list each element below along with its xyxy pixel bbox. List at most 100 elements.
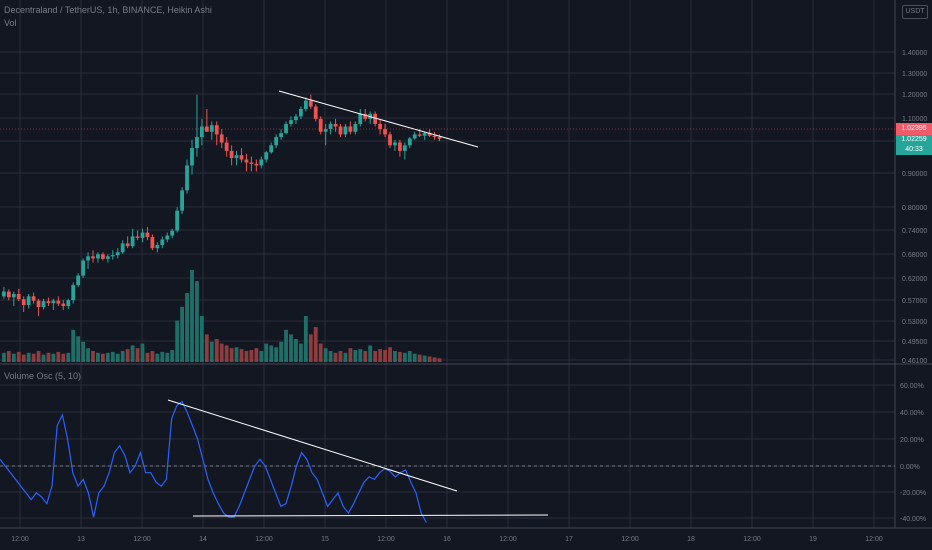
candle-body (71, 285, 76, 301)
candle-body (125, 243, 130, 247)
volume-bar (204, 334, 209, 362)
time-tick-label: 18 (687, 536, 695, 543)
volume-bar (299, 343, 303, 362)
volume-bar (308, 334, 313, 362)
currency-badge[interactable]: USDT (902, 5, 928, 19)
volume-bar (398, 351, 402, 362)
candle-body (393, 142, 397, 146)
candle-body (61, 303, 66, 307)
volume-bar (115, 353, 120, 362)
candle-body (333, 123, 338, 127)
oscillator-line (0, 400, 427, 523)
volume-bar (160, 351, 165, 362)
candle-body (398, 142, 402, 151)
volume-bar (66, 352, 71, 362)
candle-body (16, 293, 21, 300)
candle-body (101, 254, 105, 259)
volume-bar (61, 353, 66, 362)
candle-body (91, 256, 95, 259)
volume-bar (402, 352, 407, 362)
volume-bar (145, 352, 150, 362)
candle-body (165, 235, 170, 240)
candle-body (373, 113, 378, 124)
candle-body (26, 296, 31, 306)
last-price-green-label: 1.02259 40:33 (896, 135, 932, 155)
volume-bar (244, 350, 249, 362)
volume-bar (190, 270, 194, 362)
candle-body (308, 100, 313, 107)
candle-body (234, 155, 239, 159)
volume-bar (274, 347, 279, 362)
symbol-title: Decentraland / TetherUS, 1h, BINANCE, He… (4, 5, 212, 15)
candle-body (150, 237, 155, 249)
candle-body (155, 244, 160, 249)
candle-body (323, 129, 328, 132)
price-tick-label: 0.49500 (902, 339, 927, 346)
volume-bar (249, 350, 254, 362)
candle-body (229, 150, 234, 159)
osc-tick-label: 40.00% (900, 410, 924, 417)
candle-body (185, 165, 189, 191)
price-axis: 1.400001.300001.200001.100001.000000.900… (11, 50, 927, 543)
candle-body (388, 134, 392, 146)
candle-body (180, 190, 184, 211)
candle-body (145, 232, 150, 238)
candle-body (66, 300, 71, 307)
candle-body (363, 113, 368, 119)
osc-tick-label: 60.00% (900, 383, 924, 390)
volume-bar (289, 334, 293, 362)
candle-body (437, 137, 442, 139)
volume-bar (343, 352, 348, 362)
candles (2, 94, 442, 317)
oscillator-label: Volume Osc (5, 10) (4, 371, 82, 381)
candle-body (2, 291, 6, 297)
time-tick-label: 19 (809, 536, 817, 543)
candle-body (328, 123, 333, 130)
volume-bars (2, 270, 442, 362)
price-tick-label: 1.40000 (902, 50, 927, 57)
volume-bar (368, 345, 373, 362)
volume-bar (323, 348, 328, 362)
volume-bar (41, 354, 46, 362)
volume-bar (412, 353, 417, 362)
price-tick-label: 0.74000 (902, 228, 927, 235)
volume-bar (6, 350, 11, 362)
volume-bar (417, 354, 422, 362)
volume-bar (76, 336, 81, 362)
candle-body (51, 300, 56, 304)
volume-bar (180, 306, 184, 362)
volume-bar (427, 356, 432, 362)
candle-body (140, 232, 145, 238)
candle-body (259, 159, 264, 166)
volume-bar (71, 329, 76, 362)
candle-body (36, 300, 41, 308)
volume-bar (150, 350, 155, 362)
volume-bar (105, 352, 110, 362)
volume-bar (353, 350, 358, 362)
candle-body (130, 236, 135, 247)
volume-bar (284, 329, 288, 362)
volume-bar (130, 345, 135, 362)
volume-bar (96, 352, 100, 362)
volume-bar (338, 350, 343, 362)
candle-body (303, 100, 308, 109)
volume-bar (86, 348, 90, 362)
volume-bar (333, 352, 338, 362)
volume-bar (318, 343, 323, 362)
volume-bar (229, 348, 234, 362)
candle-body (383, 129, 387, 135)
volume-bar (21, 354, 26, 362)
candle-body (254, 163, 259, 166)
price-tick-label: 1.10000 (902, 116, 927, 123)
candle-body (160, 239, 165, 245)
candle-body (200, 126, 204, 138)
price-tick-label: 0.90000 (902, 171, 927, 178)
candle-body (284, 123, 288, 134)
volume-bar (348, 348, 353, 362)
candle-body (195, 137, 199, 149)
volume-bar (393, 350, 397, 362)
volume-bar (31, 353, 36, 362)
volume-bar (140, 343, 145, 362)
candle-body (279, 133, 283, 138)
